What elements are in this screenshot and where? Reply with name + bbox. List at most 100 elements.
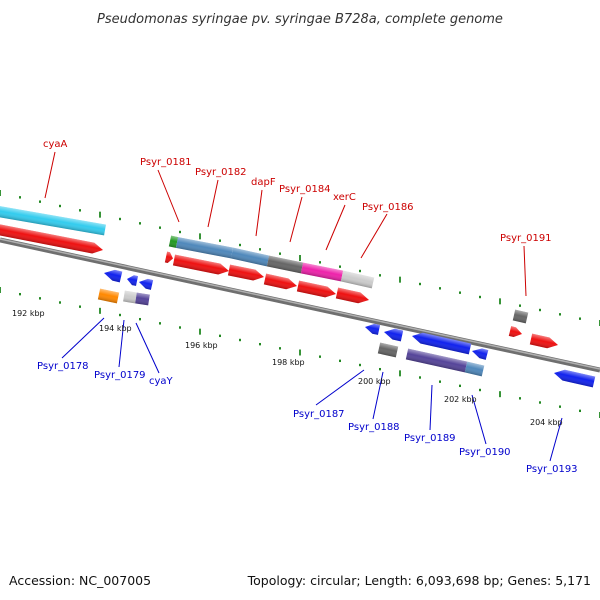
cds-blue-arrow-7[interactable]: [471, 346, 489, 360]
cds-blue-arrow-8-shading: [554, 369, 596, 388]
gene-cyaA-box[interactable]: [0, 204, 106, 236]
leader-psyr-0189: [429, 384, 433, 431]
cds-blue-arrow-6-shading: [412, 332, 472, 355]
cds-red-arrow-7-shading: [335, 287, 370, 304]
cds-blue-arrow-4-shading: [365, 323, 381, 335]
scale-label-200: 200 kbp: [358, 377, 391, 386]
gene-label-psyr-0193[interactable]: Psyr_0193: [526, 464, 578, 475]
backbone-highlight: [0, 238, 600, 370]
cds-red-arrow-4-shading: [227, 264, 265, 281]
cds-blue-arrow-4[interactable]: [364, 322, 381, 335]
leader-cyaA: [44, 151, 56, 199]
leader-psyr-0193: [549, 417, 563, 462]
scale-label-194: 194 kbp: [99, 324, 132, 333]
accession-text: Accession: NC_007005: [9, 573, 151, 588]
leader-psyr-0186: [360, 213, 388, 259]
gene-psyr-0188-box[interactable]: [377, 342, 399, 358]
cds-red-arrow-9[interactable]: [529, 333, 559, 351]
gene-label-cyaY[interactable]: cyaY: [149, 376, 174, 387]
cds-blue-arrow-1[interactable]: [103, 268, 123, 283]
gene-psyr-0178-box[interactable]: [97, 288, 120, 304]
gene-dapF-box-shading: [230, 247, 270, 267]
scale-label-198: 198 kbp: [272, 358, 305, 367]
cds-red-arrow-3[interactable]: [172, 254, 230, 277]
cds-blue-arrow-2[interactable]: [126, 274, 138, 286]
cds-red-arrow-6[interactable]: [296, 280, 337, 300]
leader-psyr-0184: [289, 196, 303, 243]
gene-label-psyr-0179[interactable]: Psyr_0179: [94, 370, 146, 381]
gene-xerC-box[interactable]: [300, 262, 344, 282]
leader-cyaY: [135, 322, 160, 374]
gene-psyr-0179-box-shading: [123, 290, 137, 304]
cds-red-arrow-5-shading: [263, 273, 298, 290]
cds-blue-arrow-5[interactable]: [383, 327, 404, 342]
cds-red-arrow-6-shading: [296, 280, 337, 298]
gene-label-dapF[interactable]: dapF: [251, 177, 276, 188]
gene-psyr-0189-box-shading: [405, 348, 468, 373]
gene-label-psyr-0181[interactable]: Psyr_0181: [140, 157, 192, 168]
gene-grey-box-0191-shading: [512, 309, 529, 324]
gene-psyr-0190-box-shading: [464, 361, 485, 377]
genome-backbone: [0, 237, 600, 373]
genome-title: Pseudomonas syringae pv. syringae B728a,…: [97, 12, 503, 27]
gene-psyr-0189-box[interactable]: [405, 348, 468, 373]
leader-psyr-0191: [523, 245, 527, 297]
top-strand-labels: cyaA Psyr_0181 Psyr_0182 dapF Psyr_0184 …: [43, 139, 552, 244]
gene-label-psyr-0190[interactable]: Psyr_0190: [459, 447, 511, 458]
cds-blue-arrow-6[interactable]: [411, 331, 472, 355]
leader-psyr-0187: [315, 369, 365, 406]
gene-cyaA-box-shading: [0, 204, 106, 236]
gene-label-psyr-0184[interactable]: Psyr_0184: [279, 184, 331, 195]
gene-features: [0, 204, 596, 388]
leader-psyr-0179: [118, 319, 125, 368]
cds-blue-arrow-7-shading: [472, 348, 489, 360]
gene-cyaY-box[interactable]: [135, 292, 150, 306]
scale-label-196: 196 kbp: [185, 341, 218, 350]
gene-grey-box-0191[interactable]: [512, 309, 529, 324]
gene-psyr-0181-box[interactable]: [168, 235, 179, 248]
gene-label-psyr-0187[interactable]: Psyr_0187: [293, 409, 345, 420]
leader-psyr-0182: [207, 179, 219, 228]
gene-dapF-box[interactable]: [230, 247, 270, 267]
gene-label-psyr-0191[interactable]: Psyr_0191: [500, 233, 552, 244]
cds-blue-arrow-8[interactable]: [553, 368, 596, 388]
cds-red-arrow-4[interactable]: [227, 264, 265, 283]
cds-red-arrow-7[interactable]: [335, 287, 370, 306]
cds-red-arrow-2-shading: [164, 251, 174, 263]
cds-blue-arrow-3-shading: [139, 278, 154, 290]
bottom-strand-labels: Psyr_0178 Psyr_0179 cyaY Psyr_0187 Psyr_…: [37, 361, 578, 475]
backbone-line: [0, 237, 600, 373]
gene-cyaY-box-shading: [135, 292, 150, 306]
cds-blue-arrow-3[interactable]: [138, 277, 154, 290]
gene-xerC-box-shading: [300, 262, 344, 282]
cds-red-arrow-8[interactable]: [508, 326, 523, 339]
gene-label-xerC[interactable]: xerC: [333, 192, 356, 203]
gene-label-psyr-0178[interactable]: Psyr_0178: [37, 361, 89, 372]
cds-blue-arrow-1-shading: [104, 269, 123, 283]
gene-psyr-0188-box-shading: [377, 342, 399, 358]
gene-psyr-0179-box[interactable]: [123, 290, 137, 304]
gene-psyr-0186-box[interactable]: [340, 270, 375, 289]
gene-psyr-0178-box-shading: [97, 288, 120, 304]
gene-psyr-0182-box[interactable]: [175, 237, 234, 259]
gene-label-psyr-0188[interactable]: Psyr_0188: [348, 422, 400, 433]
cds-red-arrow-2[interactable]: [164, 251, 174, 264]
leader-psyr-0188: [372, 371, 384, 420]
gene-psyr-0190-box[interactable]: [464, 361, 485, 377]
cds-red-arrow-1-shading: [0, 222, 103, 254]
cds-red-arrow-1[interactable]: [0, 222, 104, 256]
gene-label-cyaA[interactable]: cyaA: [43, 139, 68, 150]
scale-label-192: 192 kbp: [12, 309, 45, 318]
leader-psyr-0190: [471, 394, 487, 445]
cds-red-arrow-3-shading: [172, 254, 229, 275]
cds-red-arrow-8-shading: [508, 326, 523, 338]
gene-label-psyr-0189[interactable]: Psyr_0189: [404, 433, 456, 444]
leader-dapF: [255, 189, 263, 237]
gene-label-psyr-0182[interactable]: Psyr_0182: [195, 167, 247, 178]
cds-red-arrow-5[interactable]: [263, 273, 298, 292]
cds-blue-arrow-2-shading: [127, 275, 138, 286]
cds-red-arrow-9-shading: [529, 333, 559, 349]
gene-psyr-0184-box[interactable]: [266, 255, 304, 274]
gene-label-psyr-0186[interactable]: Psyr_0186: [362, 202, 414, 213]
